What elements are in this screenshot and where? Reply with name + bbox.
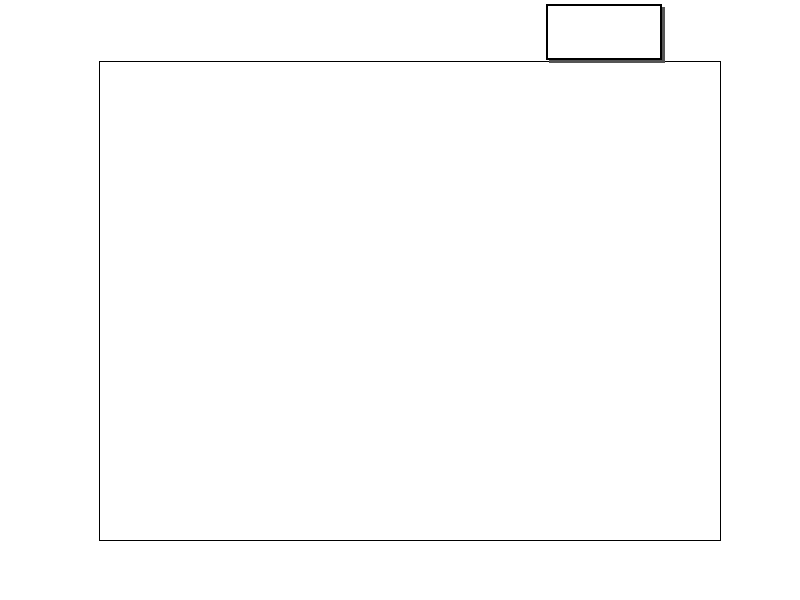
tp-color-swatch-icon xyxy=(556,16,586,27)
plot-area xyxy=(99,61,721,541)
legend-item-tp xyxy=(556,11,652,32)
legend xyxy=(546,4,662,60)
legend-item-fp xyxy=(556,32,652,53)
fp-color-swatch-icon xyxy=(556,37,586,48)
